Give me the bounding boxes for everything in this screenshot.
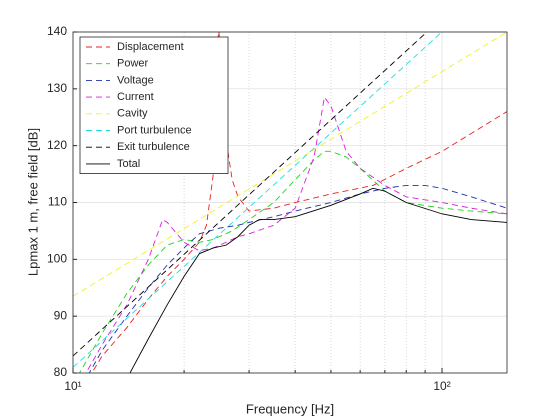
legend-box <box>79 36 229 175</box>
y-tick-label: 130 <box>47 81 67 95</box>
legend-label: Current <box>117 91 154 103</box>
series-line <box>73 32 428 357</box>
legend-label: Exit turbulence <box>117 141 190 153</box>
y-axis-label: Lpmax 1 m, free field [dB] <box>25 128 40 276</box>
y-tick-label: 120 <box>47 138 67 152</box>
y-tick-label: 90 <box>54 308 68 322</box>
y-tick-label: 80 <box>54 365 68 379</box>
series-line <box>85 96 507 373</box>
series-line <box>129 187 507 373</box>
legend-label: Voltage <box>117 74 154 86</box>
legend-label: Cavity <box>117 108 148 120</box>
legend-label: Port turbulence <box>117 124 192 136</box>
x-axis-label: Frequency [Hz] <box>246 401 334 416</box>
y-tick-label: 140 <box>47 24 67 38</box>
series-line <box>73 32 507 297</box>
x-tick-label: 10² <box>433 379 450 393</box>
legend-label: Displacement <box>117 41 184 53</box>
legend-label: Total <box>117 158 140 170</box>
legend-label: Power <box>117 58 149 70</box>
ticks: 80 90 100 110 120 130 140 10¹ 10² <box>47 24 451 393</box>
series-line <box>73 32 443 368</box>
y-tick-label: 110 <box>48 195 67 209</box>
x-tick-label: 10¹ <box>64 379 81 393</box>
legend: Displacement Power Voltage Current Cavity Por… <box>79 36 229 175</box>
y-tick-label: 100 <box>47 252 67 266</box>
